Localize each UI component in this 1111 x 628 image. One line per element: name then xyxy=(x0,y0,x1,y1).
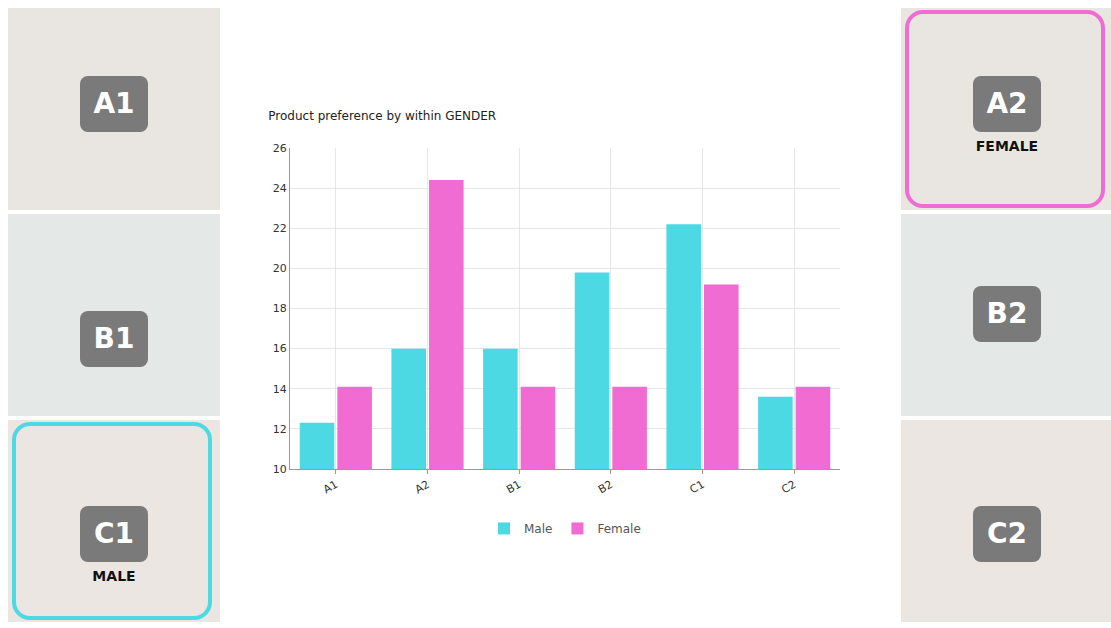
html-text:B2: B2 xyxy=(986,297,1028,330)
html-text:C1: C1 xyxy=(94,517,134,550)
svg-text:Product preference by within G: Product preference by within GENDER xyxy=(268,109,496,123)
svg-text:16: 16 xyxy=(273,342,287,355)
svg-text:C2: C2 xyxy=(779,478,798,497)
svg-text:14: 14 xyxy=(273,383,287,396)
svg-text:10: 10 xyxy=(273,463,287,476)
svg-text:A1: A1 xyxy=(321,478,340,497)
svg-text:24: 24 xyxy=(273,182,287,195)
html-text:C2: C2 xyxy=(987,517,1027,550)
svg-text:12: 12 xyxy=(273,423,287,436)
svg-text:A2: A2 xyxy=(413,478,432,497)
html-text:A2: A2 xyxy=(986,87,1028,120)
html-text:B1: B1 xyxy=(93,322,135,355)
svg-text:Male: Male xyxy=(524,522,552,536)
svg-text:C1: C1 xyxy=(688,478,707,497)
html-text:A1: A1 xyxy=(93,87,135,120)
svg-text:B1: B1 xyxy=(504,478,523,497)
svg-text:18: 18 xyxy=(273,302,287,315)
svg-text:20: 20 xyxy=(273,262,287,275)
svg-text:Female: Female xyxy=(597,522,640,536)
svg-text:22: 22 xyxy=(273,222,287,235)
svg-text:B2: B2 xyxy=(596,478,615,497)
html-text:FEMALE: FEMALE xyxy=(975,138,1039,154)
svg-text:26: 26 xyxy=(273,142,287,155)
html-text:MALE: MALE xyxy=(92,568,136,584)
